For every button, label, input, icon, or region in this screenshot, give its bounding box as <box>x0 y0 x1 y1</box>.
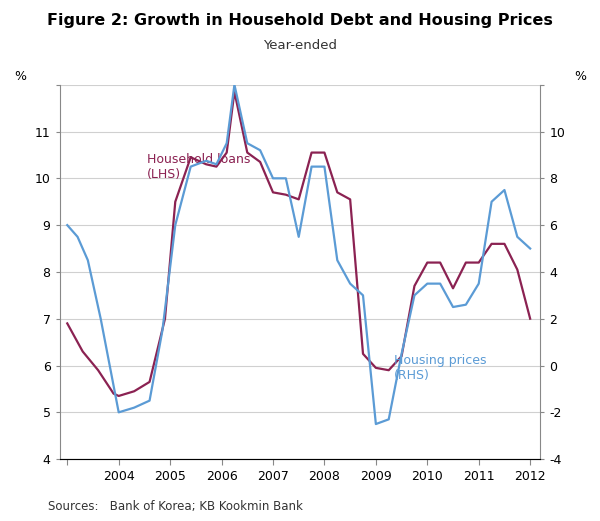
Text: Figure 2: Growth in Household Debt and Housing Prices: Figure 2: Growth in Household Debt and H… <box>47 13 553 28</box>
Text: Year-ended: Year-ended <box>263 39 337 52</box>
Text: %: % <box>14 70 26 83</box>
Text: Housing prices
(RHS): Housing prices (RHS) <box>394 354 487 382</box>
Text: Household loans
(LHS): Household loans (LHS) <box>147 153 250 181</box>
Text: %: % <box>574 70 586 83</box>
Text: Sources:   Bank of Korea; KB Kookmin Bank: Sources: Bank of Korea; KB Kookmin Bank <box>48 500 303 513</box>
